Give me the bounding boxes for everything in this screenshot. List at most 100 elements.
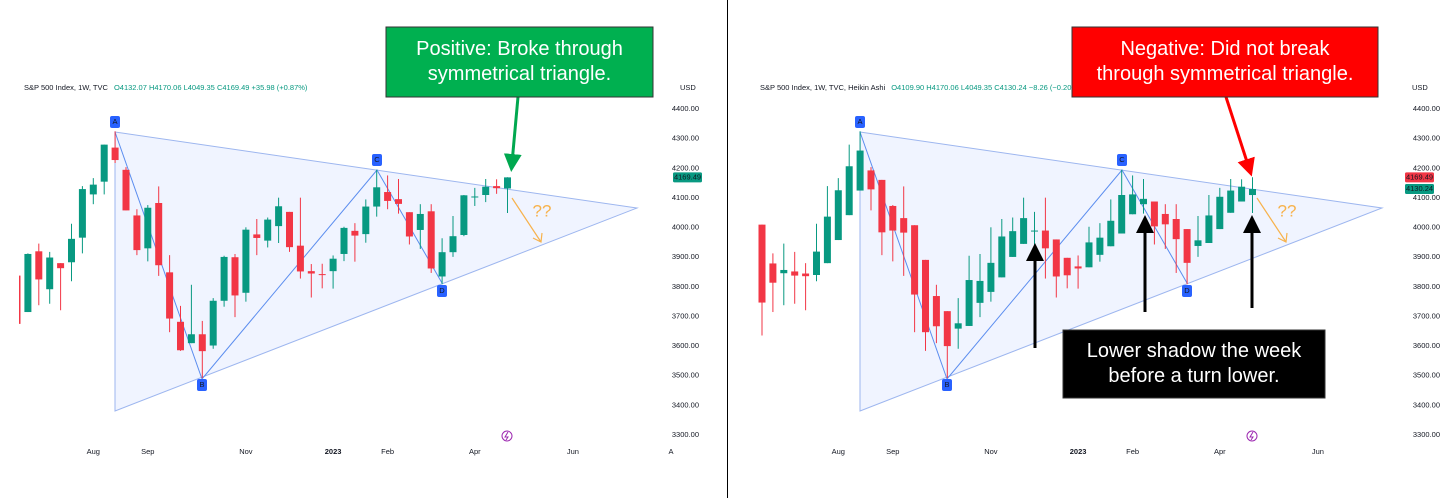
chart-header: S&P 500 Index, 1W, TVC, Heikin Ashi O4109… bbox=[760, 83, 1081, 92]
candle-body bbox=[482, 186, 490, 195]
candle-body bbox=[1227, 190, 1235, 213]
candle-body bbox=[504, 177, 511, 189]
candle-body bbox=[198, 334, 206, 352]
candle-body bbox=[89, 184, 97, 195]
candle-body bbox=[68, 238, 75, 263]
pattern-label-box bbox=[1117, 154, 1127, 166]
projection-label: ?? bbox=[533, 201, 552, 220]
candle-body bbox=[1009, 231, 1017, 257]
candle-body bbox=[471, 196, 479, 198]
candle-body bbox=[878, 179, 886, 233]
candle-body bbox=[911, 225, 919, 295]
projection-label: ?? bbox=[1278, 201, 1297, 220]
candle-body bbox=[427, 211, 435, 269]
candle-body bbox=[1063, 257, 1071, 276]
candle-body bbox=[405, 212, 413, 237]
candle-body bbox=[1074, 266, 1082, 269]
callout-box bbox=[1062, 329, 1326, 399]
candle-body bbox=[307, 271, 315, 274]
candle-body bbox=[100, 144, 108, 182]
annotation-arrow bbox=[503, 96, 522, 172]
y-tick-label: 3600.00 bbox=[1413, 341, 1440, 350]
projection-arrow-head bbox=[532, 232, 543, 243]
price-tag: 4130.24 bbox=[1406, 184, 1433, 193]
candle-body bbox=[1041, 230, 1049, 249]
x-tick-label: A bbox=[668, 447, 673, 456]
x-tick-label: Feb bbox=[381, 447, 394, 456]
candle-body bbox=[823, 216, 831, 264]
x-tick-label: Aug bbox=[87, 447, 100, 456]
candle-body bbox=[177, 321, 184, 351]
y-tick-label: 4400.00 bbox=[1413, 104, 1440, 113]
y-axis-label: USD bbox=[680, 83, 696, 92]
candle-body bbox=[231, 257, 239, 296]
y-tick-label: 4100.00 bbox=[672, 193, 699, 202]
x-tick-label: Nov bbox=[239, 447, 253, 456]
candle-body bbox=[373, 187, 381, 207]
event-icon bbox=[501, 430, 513, 442]
candle-body bbox=[932, 296, 940, 327]
pattern-label: A bbox=[112, 117, 117, 126]
y-tick-label: 3300.00 bbox=[1413, 430, 1440, 439]
projection-arrow-head bbox=[1277, 232, 1288, 243]
pattern-label: C bbox=[374, 155, 380, 164]
pattern-label-box bbox=[110, 116, 120, 128]
candle-body bbox=[286, 211, 293, 248]
x-tick-label: 2023 bbox=[325, 447, 342, 456]
candle-body bbox=[1085, 242, 1093, 268]
pattern-label-box bbox=[372, 154, 382, 166]
candle-body bbox=[1107, 220, 1115, 247]
price-tag-box bbox=[1405, 184, 1434, 195]
candle-body bbox=[922, 259, 929, 333]
candle-body bbox=[998, 236, 1006, 278]
chart-header: S&P 500 Index, 1W, TVC O4132.07 H4170.06 … bbox=[24, 83, 308, 92]
x-tick-label: 2023 bbox=[1070, 447, 1087, 456]
callout-text: before a turn lower. bbox=[1108, 365, 1279, 387]
candle-body bbox=[845, 166, 853, 216]
candle-body bbox=[780, 269, 788, 274]
candle-body bbox=[802, 273, 810, 277]
candle-body bbox=[46, 257, 54, 290]
candle-body bbox=[1052, 239, 1060, 277]
annotation-arrow bbox=[1224, 96, 1255, 177]
candle-body bbox=[965, 280, 973, 326]
y-tick-label: 4400.00 bbox=[672, 104, 699, 113]
price-tag: 4169.49 bbox=[1406, 172, 1433, 181]
candle-body bbox=[1150, 201, 1158, 227]
y-axis-label: USD bbox=[1412, 83, 1428, 92]
candle-body bbox=[155, 203, 163, 266]
y-tick-label: 3900.00 bbox=[672, 252, 699, 261]
event-icon bbox=[1246, 430, 1258, 442]
candle-body bbox=[57, 263, 65, 269]
candle-body bbox=[1129, 194, 1137, 215]
candle-body bbox=[1172, 219, 1180, 240]
callout-text: symmetrical triangle. bbox=[428, 63, 611, 85]
y-tick-label: 3500.00 bbox=[672, 371, 699, 380]
candles bbox=[19, 131, 511, 379]
pattern-label: D bbox=[1184, 286, 1190, 295]
y-tick-label: 4000.00 bbox=[1413, 223, 1440, 232]
candle-body bbox=[1194, 240, 1202, 246]
chart-title: S&P 500 Index, 1W, TVC, Heikin Ashi bbox=[760, 83, 886, 92]
y-tick-label: 4100.00 bbox=[1413, 193, 1440, 202]
y-tick-label: 3300.00 bbox=[672, 430, 699, 439]
candle-body bbox=[395, 199, 402, 204]
y-tick-label: 4300.00 bbox=[1413, 134, 1440, 143]
candle-body bbox=[1205, 215, 1213, 243]
pattern-label-box bbox=[942, 379, 952, 391]
candle-body bbox=[242, 229, 250, 293]
callout-text: Lower shadow the week bbox=[1087, 340, 1303, 362]
x-tick-label: Sep bbox=[141, 447, 154, 456]
ohlc-values: O4132.07 H4170.06 L4049.35 C4169.49 +35.… bbox=[114, 83, 308, 92]
candle-body bbox=[329, 258, 337, 272]
candle-body bbox=[867, 170, 875, 190]
candle-body bbox=[438, 252, 446, 277]
candle-body bbox=[1140, 198, 1147, 205]
candle-body bbox=[1031, 230, 1038, 232]
candle-body bbox=[943, 311, 951, 347]
candle-body bbox=[416, 213, 424, 230]
candle-body bbox=[19, 275, 21, 324]
pattern-label-box bbox=[1182, 285, 1192, 297]
candle-body bbox=[1249, 189, 1256, 196]
